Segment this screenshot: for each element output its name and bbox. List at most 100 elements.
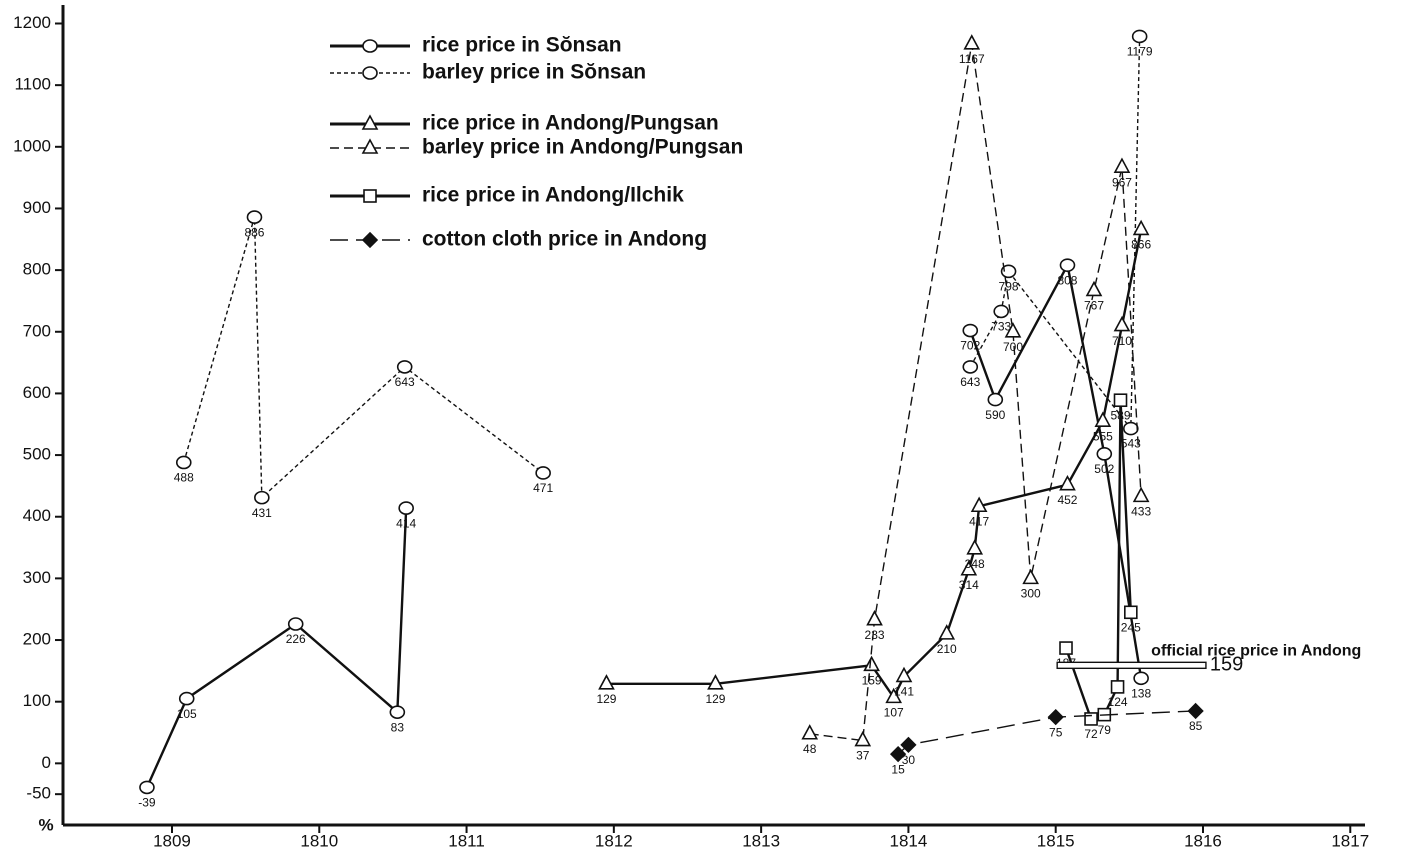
point [1113, 315, 1131, 332]
value-label: 700 [1003, 340, 1023, 354]
point [963, 34, 981, 50]
x-tick-label: 1813 [742, 831, 780, 850]
legend-marker [361, 138, 379, 154]
y-axis-label: % [38, 815, 53, 834]
y-tick-label: -50 [26, 784, 51, 803]
value-label: 300 [1021, 587, 1041, 601]
point [398, 501, 414, 515]
value-label: -39 [138, 796, 156, 810]
value-label: 129 [596, 692, 616, 706]
value-label: 226 [286, 632, 306, 646]
value-label: 37 [856, 749, 870, 763]
point [1085, 280, 1103, 297]
point [178, 691, 195, 706]
x-tick-label: 1817 [1331, 831, 1369, 850]
value-label: 48 [803, 742, 817, 756]
value-label: 798 [999, 280, 1019, 294]
reference-line [1056, 661, 1207, 670]
point [1123, 421, 1139, 436]
value-label: 417 [969, 514, 989, 528]
value-label: 767 [1084, 299, 1104, 313]
annotation-text: official rice price in Andong [1151, 643, 1361, 660]
y-tick-label: 700 [23, 321, 51, 340]
point [863, 655, 880, 672]
value-label: 808 [1057, 273, 1077, 287]
point [1187, 702, 1204, 720]
value-label: 124 [1108, 695, 1128, 709]
value-label: 555 [1093, 429, 1113, 443]
value-label: 488 [174, 471, 194, 485]
point [1059, 474, 1076, 491]
x-tick-label: 1816 [1184, 831, 1222, 850]
point [396, 360, 413, 374]
value-label: 643 [960, 375, 980, 389]
value-label: 433 [1131, 505, 1151, 519]
value-label: 107 [884, 706, 904, 720]
value-label: 710 [1112, 334, 1132, 348]
x-tick-label: 1812 [595, 831, 633, 850]
series-line [145, 261, 1143, 788]
point [960, 560, 978, 576]
series-line [183, 36, 1141, 500]
value-label: 314 [959, 578, 979, 592]
point [1047, 708, 1064, 726]
point [1110, 680, 1125, 694]
value-label: 141 [894, 685, 914, 699]
legend-marker [362, 66, 378, 80]
point [885, 687, 903, 704]
value-label: 75 [1049, 725, 1063, 739]
legend-marker [361, 114, 379, 130]
value-label: 414 [396, 516, 416, 530]
value-label: 866 [1131, 238, 1151, 252]
point [707, 674, 724, 690]
value-label: 590 [985, 408, 1005, 422]
point [1132, 486, 1150, 503]
legend-marker [363, 189, 377, 203]
point [1059, 258, 1076, 272]
value-label: 30 [902, 753, 916, 767]
point [1132, 219, 1150, 236]
value-label: 72 [1084, 727, 1098, 741]
value-label: 502 [1094, 462, 1114, 476]
legend-label: cotton cloth price in Andong [422, 228, 707, 251]
point [1084, 712, 1098, 726]
point [938, 624, 956, 640]
value-label: 702 [960, 339, 980, 353]
value-label: 471 [533, 481, 553, 495]
point [895, 666, 913, 683]
point [866, 610, 883, 626]
reference-value: 159 [1210, 654, 1243, 676]
x-tick-label: 1815 [1037, 831, 1075, 850]
point [389, 705, 406, 719]
value-label: 233 [865, 628, 885, 642]
point [1133, 671, 1149, 686]
y-tick-label: 1000 [13, 136, 51, 155]
value-label: 1179 [1127, 45, 1153, 59]
y-tick-label: 400 [23, 506, 51, 525]
value-label: 431 [252, 506, 272, 520]
point [1004, 322, 1022, 338]
point [1094, 411, 1112, 427]
point [889, 745, 907, 763]
value-label: 452 [1057, 493, 1077, 507]
x-tick-label: 1810 [300, 831, 338, 850]
value-label: 15 [891, 762, 905, 776]
point [1096, 447, 1113, 461]
value-label: 245 [1121, 620, 1141, 634]
point [1131, 29, 1148, 44]
series-line [1064, 400, 1133, 721]
value-label: 138 [1131, 686, 1151, 700]
value-label: 129 [705, 692, 725, 706]
point [1059, 641, 1073, 655]
legend-marker [362, 39, 378, 53]
legend-label: rice price in Andong/Pungsan [422, 112, 719, 135]
value-label: 1167 [959, 52, 985, 66]
x-tick-label: 1809 [153, 831, 191, 850]
point [535, 466, 551, 480]
legend-label: barley price in Sŏnsan [422, 61, 646, 84]
y-tick-label: 1100 [14, 75, 51, 94]
point [854, 730, 872, 747]
value-label: 210 [937, 642, 957, 656]
value-label: 643 [395, 375, 415, 389]
